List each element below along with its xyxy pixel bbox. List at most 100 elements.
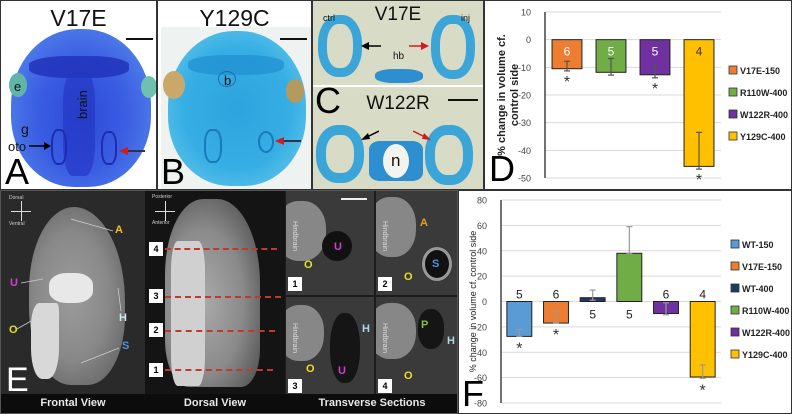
- panel-a-title: V17E: [50, 5, 107, 31]
- significance-star: *: [553, 327, 559, 344]
- panel-letter-f: F: [462, 373, 484, 414]
- black-arrow-icon: [29, 142, 51, 150]
- legend-swatch: [730, 283, 740, 293]
- otic-vesicle-inj: [425, 125, 473, 185]
- n-label: 5: [608, 45, 615, 59]
- n-label: 5: [589, 308, 596, 322]
- section-line-4: [165, 248, 277, 250]
- otic-vesicle-inj: [431, 15, 475, 79]
- hindbrain-label: Hindbrain: [381, 221, 388, 251]
- significance-star: *: [564, 74, 570, 91]
- y-tick-label: 0: [482, 297, 487, 307]
- section-line-1: [165, 369, 273, 371]
- transverse-section-4: Hindbrain P H O 4: [376, 297, 457, 396]
- label-S: S: [432, 258, 440, 270]
- legend-swatch: [730, 261, 740, 271]
- label-O: O: [9, 324, 18, 336]
- label-U: U: [338, 365, 346, 377]
- y-tick-label: 10: [521, 8, 531, 18]
- eye-right: [141, 76, 156, 98]
- hindbrain-region: [376, 303, 416, 359]
- hindbrain-label: Hindbrain: [291, 323, 298, 353]
- legend-swatch: [730, 305, 740, 315]
- panel-d-chart: 10 0 -10 -20 -30 -40 -50 % change in volume cf.…: [484, 0, 792, 190]
- red-arrow-icon: [409, 42, 429, 50]
- hindbrain-label: Hindbrain: [381, 323, 388, 353]
- legend-swatch: [728, 131, 738, 141]
- label-H: H: [119, 312, 127, 324]
- bar-R110W-400: [616, 252, 643, 302]
- orientation-cross-h: [11, 211, 31, 212]
- dorsal-view-caption: Dorsal View: [145, 394, 285, 413]
- otic-vesicle-right: [101, 131, 117, 165]
- legend-label: WT-150: [742, 240, 774, 250]
- y-tick-label: -40: [518, 146, 531, 156]
- y-tick-label: -80: [474, 399, 487, 409]
- label-g: g: [21, 121, 29, 137]
- label-inj: inj: [461, 13, 471, 23]
- chart-f-svg: 80 60 40 20 0 -20 -40 -60 -80 % change in volume …: [468, 196, 790, 409]
- panel-letter-b: B: [161, 151, 186, 190]
- otolith-model: [31, 303, 59, 379]
- y-axis-label-line: control side: [509, 64, 521, 126]
- otic-vesicle-ctrl: [316, 125, 364, 183]
- label-U: U: [334, 241, 342, 253]
- posterior-canal-lumen: [418, 309, 444, 349]
- transverse-sections-caption: Transverse Sections: [285, 394, 457, 413]
- panel-letter-e: E: [6, 361, 29, 399]
- legend-swatch: [728, 109, 738, 119]
- legend-label: V17E-150: [740, 66, 780, 76]
- label-hb: hb: [393, 51, 405, 62]
- scale-bar: [280, 38, 307, 40]
- legend-label: Y129C-400: [740, 132, 786, 142]
- panel-b: Y129C b B: [157, 0, 312, 190]
- label-A: A: [420, 217, 428, 229]
- frontal-view: Dorsal Ventral A U O H S E: [1, 191, 145, 399]
- transverse-section-1: Hindbrain U O 1: [286, 191, 374, 295]
- label-S: S: [122, 340, 130, 352]
- y-tick-label: 60: [477, 221, 487, 231]
- n-label: 5: [652, 45, 659, 59]
- otic-vesicle-ctrl: [318, 15, 362, 77]
- utricle-lumen: [330, 313, 360, 383]
- label-e: e: [14, 79, 22, 94]
- significance-star: *: [696, 172, 702, 189]
- label-A: A: [115, 224, 123, 236]
- scale-bar: [448, 99, 478, 101]
- significance-star: *: [700, 382, 706, 399]
- brain-structure: [63, 71, 95, 176]
- y-axis-label: % change in volume cf.control side: [496, 34, 521, 156]
- label-O: O: [306, 363, 315, 375]
- y-tick-label: -40: [474, 348, 487, 358]
- legend-swatch: [730, 327, 740, 337]
- y-tick-label: -20: [518, 91, 531, 101]
- n-label: 6: [553, 288, 560, 302]
- section-bottom: W122R n C: [313, 83, 483, 189]
- utricle-model: [49, 273, 93, 303]
- orientation-top: Dorsal: [9, 195, 24, 201]
- section-marker-3: 3: [149, 289, 163, 303]
- transverse-section-2: Hindbrain A S O 2: [376, 191, 457, 295]
- frontal-view-caption: Frontal View: [1, 394, 145, 413]
- hindbrain-region: [286, 201, 326, 261]
- panel-letter-c: C: [315, 80, 341, 121]
- significance-star: *: [652, 81, 658, 98]
- section-marker-1: 1: [149, 363, 163, 377]
- label-O: O: [404, 370, 413, 382]
- legend-label: R110W-400: [742, 306, 789, 316]
- y-tick-label: 20: [477, 272, 487, 282]
- label-oto: oto: [8, 139, 27, 154]
- panel-letter-d: D: [489, 148, 515, 189]
- legend-swatch: [730, 349, 740, 359]
- red-arrow-icon: [119, 147, 145, 155]
- brain-structure: [188, 55, 284, 75]
- label-P: P: [421, 319, 429, 331]
- orientation-bottom: Anterior: [152, 220, 170, 226]
- label-ctrl: ctrl: [323, 13, 335, 23]
- hindbrain-label: Hindbrain: [291, 221, 298, 251]
- n-label: 4: [699, 288, 706, 302]
- label-H: H: [447, 335, 455, 347]
- panel-b-title: Y129C: [199, 5, 270, 31]
- y-axis-label-line: % change in volume cf.: [496, 34, 508, 156]
- scale-bar: [126, 38, 153, 40]
